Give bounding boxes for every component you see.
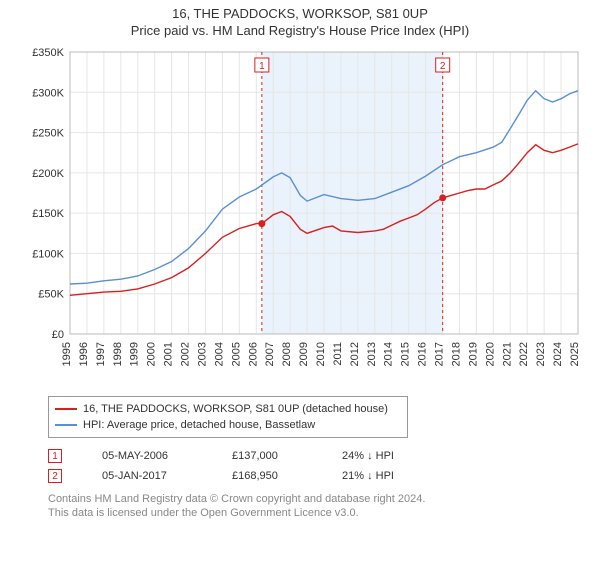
footnote-line-1: Contains HM Land Registry data © Crown c… [48,492,600,506]
svg-text:£100K: £100K [32,248,64,260]
svg-text:2002: 2002 [180,342,192,366]
svg-text:£250K: £250K [32,128,64,140]
svg-text:2014: 2014 [383,342,395,366]
transaction-price: £168,950 [232,470,302,482]
legend-box: 16, THE PADDOCKS, WORKSOP, S81 0UP (deta… [48,396,408,438]
svg-text:2015: 2015 [400,342,412,366]
svg-text:1999: 1999 [129,342,141,366]
legend-label: HPI: Average price, detached house, Bass… [83,419,315,431]
transaction-vs-hpi: 24% ↓ HPI [342,450,422,462]
svg-text:1998: 1998 [112,342,124,366]
svg-text:2025: 2025 [569,342,581,366]
transaction-row: 1 05-MAY-2006 £137,000 24% ↓ HPI [48,446,600,466]
transaction-vs-hpi: 21% ↓ HPI [342,470,422,482]
transaction-marker-box: 1 [48,449,62,463]
legend-swatch [55,408,77,410]
svg-text:1995: 1995 [61,342,73,366]
svg-text:2011: 2011 [332,342,344,366]
svg-text:2006: 2006 [247,342,259,366]
transaction-marker-box: 2 [48,469,62,483]
legend-row: 16, THE PADDOCKS, WORKSOP, S81 0UP (deta… [55,401,401,417]
transaction-date: 05-JAN-2017 [102,470,192,482]
transaction-row: 2 05-JAN-2017 £168,950 21% ↓ HPI [48,466,600,486]
svg-text:£0: £0 [52,329,64,341]
svg-text:£200K: £200K [32,168,64,180]
svg-text:2007: 2007 [264,342,276,366]
svg-text:2020: 2020 [484,342,496,366]
svg-text:2005: 2005 [230,342,242,366]
transaction-price: £137,000 [232,450,302,462]
svg-text:2003: 2003 [196,342,208,366]
svg-text:2019: 2019 [467,342,479,366]
svg-text:2010: 2010 [315,342,327,366]
svg-text:2000: 2000 [146,342,158,366]
chart-container: £0 £50K £100K £150K £200K £250K £300K £350K 1995… [18,44,592,390]
svg-text:2009: 2009 [298,342,310,366]
footnote: Contains HM Land Registry data © Crown c… [48,492,600,521]
legend-row: HPI: Average price, detached house, Bass… [55,417,401,433]
svg-text:2012: 2012 [349,342,361,366]
svg-text:2008: 2008 [281,342,293,366]
svg-text:2017: 2017 [434,342,446,366]
svg-text:£350K: £350K [32,47,64,59]
svg-text:2001: 2001 [163,342,175,366]
svg-text:2024: 2024 [552,342,564,366]
svg-text:2018: 2018 [450,342,462,366]
legend-swatch [55,424,77,426]
svg-text:£50K: £50K [38,289,64,301]
page-title: 16, THE PADDOCKS, WORKSOP, S81 0UP [0,6,600,21]
svg-text:2016: 2016 [417,342,429,366]
svg-text:2023: 2023 [535,342,547,366]
svg-text:2013: 2013 [366,342,378,366]
footnote-line-2: This data is licensed under the Open Gov… [48,506,600,520]
transaction-table: 1 05-MAY-2006 £137,000 24% ↓ HPI 2 05-JAN-201… [48,446,600,486]
svg-text:2: 2 [440,61,446,72]
price-chart: £0 £50K £100K £150K £200K £250K £300K £350K 1995… [18,44,592,390]
page-subtitle: Price paid vs. HM Land Registry's House … [0,23,600,38]
svg-text:£150K: £150K [32,208,64,220]
svg-text:2022: 2022 [518,342,530,366]
svg-text:1: 1 [259,61,265,72]
svg-text:2021: 2021 [501,342,513,366]
svg-text:2004: 2004 [213,342,225,366]
transaction-date: 05-MAY-2006 [102,450,192,462]
svg-text:1997: 1997 [95,342,107,366]
legend-label: 16, THE PADDOCKS, WORKSOP, S81 0UP (deta… [83,403,388,415]
svg-text:£300K: £300K [32,87,64,99]
svg-text:1996: 1996 [78,342,90,366]
